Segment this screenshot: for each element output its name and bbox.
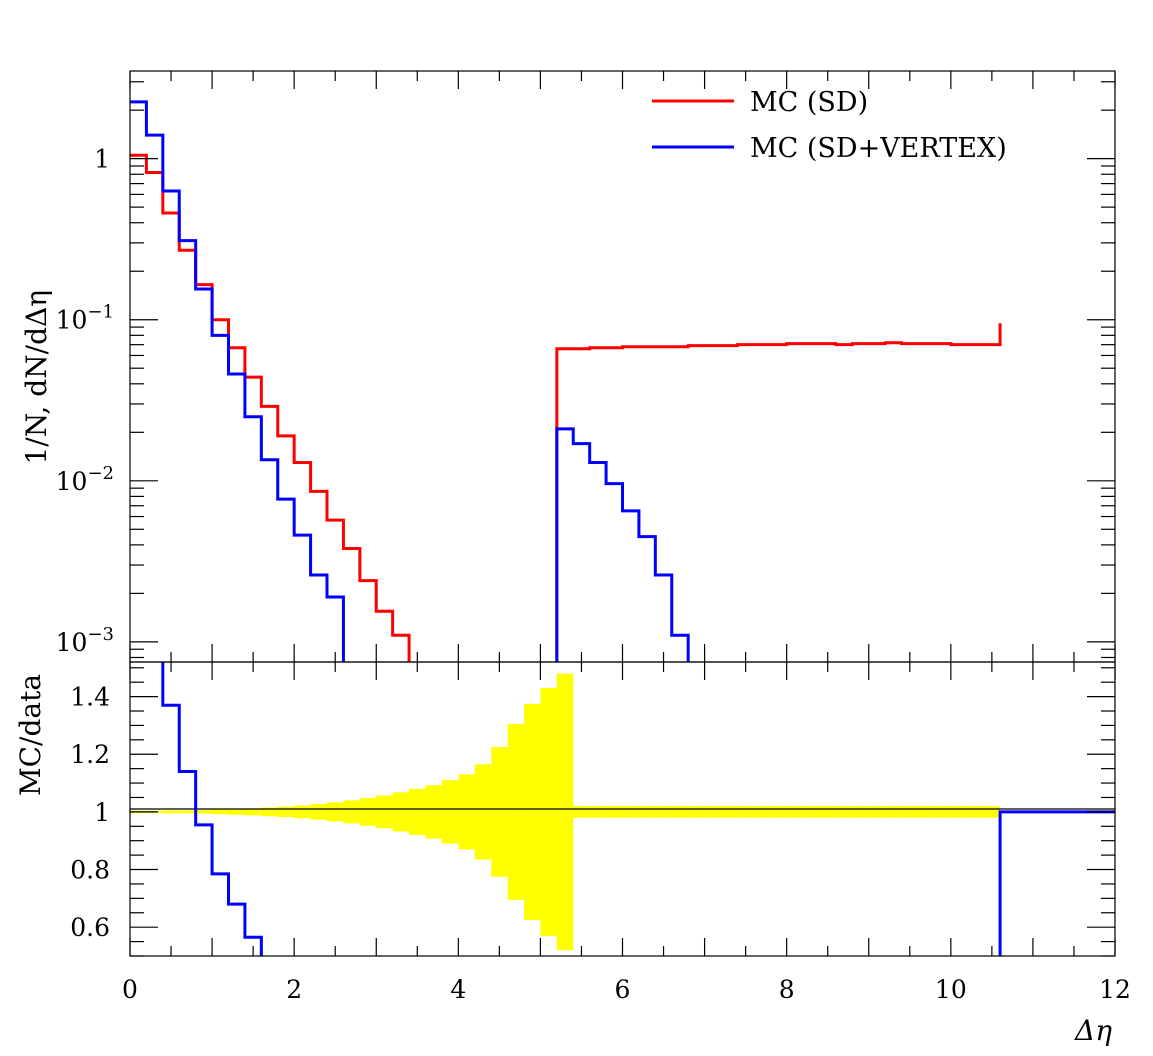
uncertainty-band-bin: [835, 806, 853, 818]
uncertainty-band-bin: [918, 806, 935, 818]
uncertainty-band-bin: [441, 780, 459, 844]
x-axis-title: Δη: [1074, 1014, 1112, 1047]
uncertainty-band-bin: [885, 806, 902, 818]
uncertainty-band-bin: [622, 806, 639, 818]
uncertainty-band-bin: [474, 764, 492, 860]
main-ytick-label: 1: [94, 145, 110, 174]
main-ytick-label: 10−2: [56, 463, 114, 496]
xtick-label: 4: [450, 975, 466, 1004]
uncertainty-band-bin: [392, 792, 410, 832]
uncertainty-band-bin: [195, 810, 213, 814]
uncertainty-band-bin: [310, 804, 327, 820]
uncertainty-band-bin: [359, 798, 377, 826]
uncertainty-band-bin: [901, 806, 918, 818]
uncertainty-band-bin: [458, 774, 475, 850]
uncertainty-band-bin: [671, 806, 689, 818]
main-panel: 1 10−1 10−2 10−3 1/N, dN/dΔη MC (SD) MC (SD…: [20, 70, 1116, 663]
ratio-ytick-label: 0.8: [70, 856, 110, 885]
ratio-y-axis-title: MC/data: [14, 674, 47, 796]
uncertainty-band-bin: [343, 800, 360, 824]
uncertainty-band-bin: [704, 806, 721, 818]
uncertainty-band-bin: [638, 806, 656, 818]
legend-label-mc-sd-vertex: MC (SD+VERTEX): [750, 133, 1007, 164]
uncertainty-band-bin: [737, 806, 754, 818]
ratio-ticks-layer: [129, 662, 1116, 957]
xtick-label: 6: [615, 975, 631, 1004]
uncertainty-band-bin: [179, 810, 196, 814]
ratio-plot-frame: [129, 661, 1116, 957]
xtick-label: 0: [122, 975, 138, 1004]
uncertainty-band-bin: [573, 806, 590, 818]
xtick-label: 12: [1099, 975, 1131, 1004]
uncertainty-band-bin: [721, 806, 738, 818]
uncertainty-band-bin: [753, 806, 771, 818]
uncertainty-band-bin: [491, 747, 508, 877]
series-line-mc-sd: [130, 153, 1002, 662]
uncertainty-band-bin: [852, 806, 869, 818]
main-ytick-labels: 1 10−1 10−2 10−3: [56, 145, 114, 657]
uncertainty-band-bin: [376, 795, 393, 829]
main-ticks-layer: [129, 71, 1116, 662]
uncertainty-band-bin: [655, 806, 672, 818]
uncertainty-band-bin: [983, 806, 1001, 818]
uncertainty-band-bin: [688, 806, 705, 818]
ratio-ytick-label: 1.2: [70, 740, 110, 769]
ratio-panel: 0.6 0.8 1 1.2 1.4 0 2 4 6 8 10 12 MC/data Δη: [14, 661, 1131, 1047]
uncertainty-band-bin: [507, 723, 524, 900]
xtick-label: 2: [286, 975, 302, 1004]
ratio-series-layer: [161, 662, 1115, 956]
uncertainty-band-bin: [786, 806, 804, 818]
ratio-ytick-label: 1.4: [70, 683, 110, 712]
uncertainty-band-bin: [770, 806, 787, 818]
xtick-label: 10: [935, 975, 967, 1004]
uncertainty-band-bin: [589, 806, 607, 818]
ratio-ytick-label: 0.6: [70, 913, 110, 942]
uncertainty-band-bin: [212, 809, 229, 815]
ratio-series-line-mc-sd-vertex-tail: [998, 810, 1115, 956]
uncertainty-band-bin: [934, 806, 951, 818]
uncertainty-band-bin: [556, 673, 574, 951]
uncertainty-band-bin: [409, 788, 426, 835]
series-line-mc-sd-vertex: [130, 100, 690, 662]
uncertainty-band-bin: [277, 806, 295, 818]
main-ytick-label: 10−3: [56, 624, 114, 657]
main-ytick-label: 10−1: [56, 302, 114, 335]
uncertainty-band-bin: [162, 810, 180, 814]
ratio-ytick-label: 1: [94, 798, 110, 827]
uncertainty-band-bin: [524, 703, 541, 920]
uncertainty-band-bin: [606, 806, 623, 818]
ratio-band-layer: [130, 673, 1001, 951]
uncertainty-band-bin: [244, 808, 262, 816]
uncertainty-band-bin: [228, 809, 245, 815]
ratio-ytick-labels: 0.6 0.8 1 1.2 1.4: [70, 683, 110, 943]
main-series-layer: [130, 100, 1002, 662]
uncertainty-band-bin: [327, 802, 344, 822]
uncertainty-band-bin: [425, 785, 442, 839]
uncertainty-band-bin: [950, 806, 968, 818]
legend: MC (SD) MC (SD+VERTEX): [652, 87, 1007, 164]
legend-label-mc-sd: MC (SD): [750, 87, 868, 118]
x-tick-labels: 0 2 4 6 8 10 12: [122, 975, 1131, 1004]
uncertainty-band-bin: [803, 806, 820, 818]
main-y-axis-title: 1/N, dN/dΔη: [20, 290, 53, 465]
xtick-label: 8: [779, 975, 795, 1004]
uncertainty-band-bin: [540, 687, 557, 936]
ratio-series-line-mc-sd-vertex: [161, 662, 263, 956]
uncertainty-band-bin: [261, 807, 278, 817]
uncertainty-band-bin: [967, 806, 984, 818]
uncertainty-band-bin: [294, 805, 311, 819]
uncertainty-band-bin: [868, 806, 886, 818]
uncertainty-band-bin: [819, 806, 836, 818]
